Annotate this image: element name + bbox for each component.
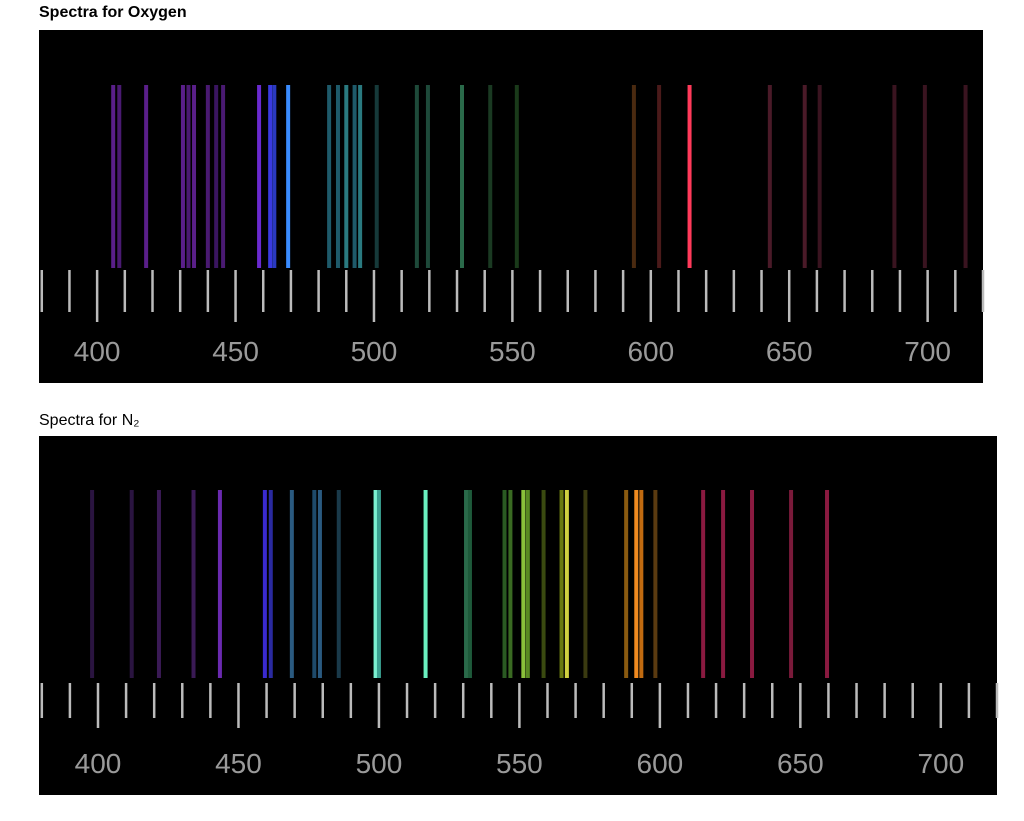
spectral-line (892, 85, 897, 268)
spectrum-panel (39, 30, 983, 383)
spectral-line (257, 85, 262, 268)
spectral-line (317, 490, 322, 678)
spectral-line (425, 85, 430, 268)
spectral-line (117, 85, 122, 268)
spectral-line (564, 490, 569, 678)
spectral-line (129, 490, 134, 678)
x-tick-label: 500 (351, 336, 398, 367)
spectral-line (262, 490, 267, 678)
spectral-line (144, 85, 149, 268)
spectral-line (205, 85, 210, 268)
spectral-line (217, 490, 222, 678)
spectral-line (460, 85, 465, 268)
spectral-line (327, 85, 332, 268)
spectral-line (767, 85, 772, 268)
spectral-line (559, 490, 564, 678)
spectral-line (464, 490, 469, 678)
x-tick-label: 700 (904, 336, 951, 367)
spectral-line (336, 490, 341, 678)
spectral-line (180, 85, 185, 268)
spectral-line (634, 490, 639, 678)
spectrum-panel (39, 436, 997, 795)
spectral-line (358, 85, 363, 268)
x-tick-label: 500 (356, 748, 403, 779)
spectral-line (374, 85, 379, 268)
spectral-line (624, 490, 629, 678)
x-tick-label: 700 (917, 748, 964, 779)
spectral-line (192, 85, 197, 268)
spectral-line (156, 490, 161, 678)
spectral-line (272, 85, 277, 268)
spectral-line (423, 490, 428, 678)
x-tick-label: 400 (74, 336, 121, 367)
spectral-line (467, 490, 472, 678)
x-tick-label: 550 (489, 336, 536, 367)
spectral-line (289, 490, 294, 678)
spectral-line (191, 490, 196, 678)
spectral-line (344, 85, 349, 268)
x-tick-label: 650 (777, 748, 824, 779)
spectral-line (963, 85, 968, 268)
spectral-line (583, 490, 588, 678)
spectral-line (214, 85, 219, 268)
x-tick-label: 400 (75, 748, 122, 779)
spectral-line (521, 490, 526, 678)
x-tick-label: 550 (496, 748, 543, 779)
spectral-line (111, 85, 116, 268)
spectral-line (514, 85, 519, 268)
x-tick-label: 450 (212, 336, 259, 367)
spectral-line (508, 490, 513, 678)
spectral-line (373, 490, 378, 678)
spectral-line (802, 85, 807, 268)
x-tick-label: 600 (627, 336, 674, 367)
spectral-line (376, 490, 381, 678)
spectral-line (687, 85, 692, 268)
spectral-line (90, 490, 95, 678)
spectral-line (825, 490, 830, 678)
spectral-line (268, 490, 273, 678)
spectral-line (922, 85, 927, 268)
spectral-line (414, 85, 419, 268)
spectral-line (525, 490, 530, 678)
spectral-line (221, 85, 226, 268)
spectral-line (335, 85, 340, 268)
spectral-line (186, 85, 191, 268)
spectral-line (701, 490, 706, 678)
spectral-line (721, 490, 726, 678)
spectral-line (657, 85, 662, 268)
x-tick-label: 450 (215, 748, 262, 779)
chart-title: Spectra for Oxygen (39, 4, 187, 21)
spectral-line (352, 85, 357, 268)
x-tick-label: 600 (637, 748, 684, 779)
spectral-line (631, 85, 636, 268)
spectral-line (502, 490, 507, 678)
spectral-line (286, 85, 291, 268)
spectral-line (488, 85, 493, 268)
spectral-line (312, 490, 317, 678)
spectral-line (639, 490, 644, 678)
spectral-line (653, 490, 658, 678)
spectral-line (268, 85, 273, 268)
spectral-line (817, 85, 822, 268)
spectral-line (789, 490, 794, 678)
x-tick-label: 650 (766, 336, 813, 367)
spectral-line (750, 490, 755, 678)
spectral-line (541, 490, 546, 678)
chart-title: Spectra for N₂ (39, 412, 139, 429)
